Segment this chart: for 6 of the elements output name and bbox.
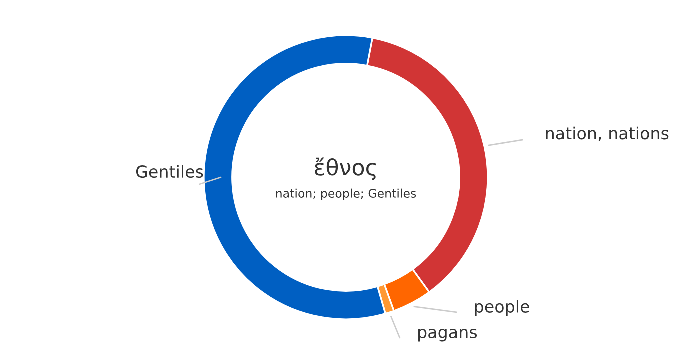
slice-label: people	[475, 300, 530, 316]
slice-label: pagans	[418, 328, 478, 342]
slice-label: nation, nations	[546, 126, 669, 142]
slice-label: Gentiles	[136, 165, 204, 178]
text: ἔθνος	[315, 158, 376, 180]
text: nation; people; Gentiles	[276, 188, 416, 200]
